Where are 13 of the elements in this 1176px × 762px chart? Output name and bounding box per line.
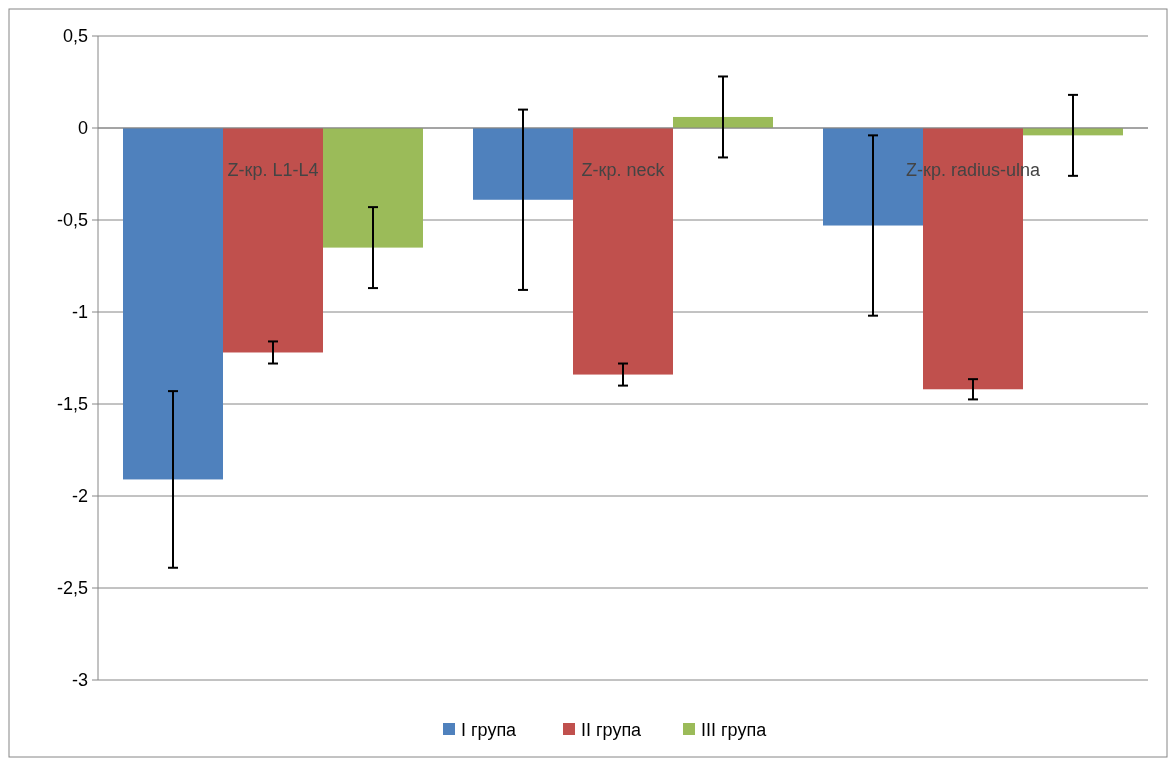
legend-label: I група	[461, 720, 518, 741]
x-tick-label: Z-кр. L1-L4	[227, 160, 319, 180]
x-tick-label: Z-кр. neck	[581, 160, 666, 180]
legend-label: III група	[701, 720, 768, 741]
y-tick-label: -2,5	[56, 578, 88, 599]
y-tick-label: -0,5	[56, 210, 88, 231]
y-tick-label: 0	[77, 118, 88, 139]
y-tick-label: 0,5	[62, 26, 88, 47]
y-tick-label: -1,5	[56, 394, 88, 415]
y-tick-label: -1	[71, 302, 88, 323]
y-tick-label: -2	[71, 486, 88, 507]
legend-label: II група	[581, 720, 643, 741]
y-tick-label: -3	[71, 670, 88, 691]
